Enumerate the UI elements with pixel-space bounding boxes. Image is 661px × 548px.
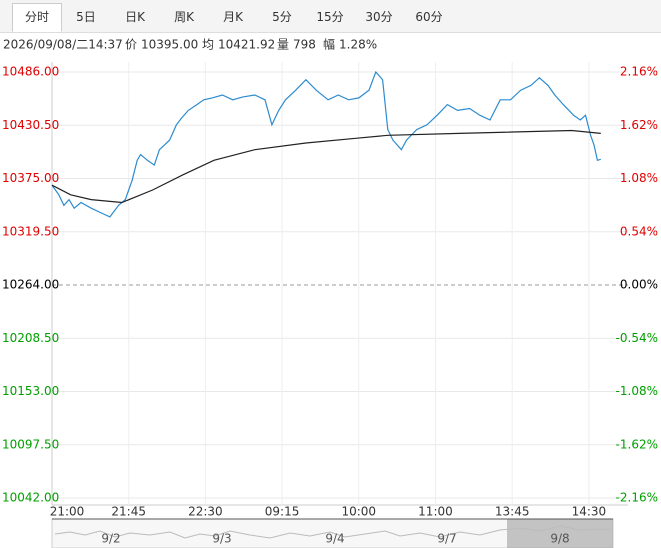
x-tick-label: 13:45 [495,505,530,519]
x-tick-label: 11:00 [418,505,453,519]
price-label: 价 [125,38,137,52]
navigator-date: 9/4 [325,532,344,546]
range: 1.28% [339,38,377,52]
y-tick-label: 10375.00 [2,171,59,185]
y-tick-label: 10097.50 [2,437,59,451]
y-tick-label: 10319.50 [2,224,59,238]
tab[interactable]: 5日 [76,10,96,24]
x-tick-label: 14:30 [572,505,607,519]
y-tick-label: 10042.00 [2,491,59,505]
y2-tick-label: 0.54% [620,224,658,238]
y-tick-label: 10486.00 [2,65,59,79]
info-line: 2026/09/08/二14:37 价 10395.00 均 10421.92 … [3,37,377,52]
navigator-frame [51,518,614,548]
x-tick-label: 10:00 [341,505,376,519]
tab[interactable]: 日K [125,10,145,24]
tab[interactable]: 周K [174,10,194,24]
navigator-date: 9/2 [101,532,120,546]
avg-label: 均 [202,38,214,52]
tab-bar: 分时 5日 日K 周K 月K 5分 15分 30分 60分 [0,0,661,33]
tab[interactable]: 月K [223,10,243,24]
y2-tick-label: 0.00% [620,278,658,292]
avg: 10421.92 [218,38,275,52]
y2-tick-label: -2.16% [616,491,658,505]
price-line [51,70,601,218]
volume-label: 量 [277,38,289,52]
y-tick-label: 10208.50 [2,331,59,345]
y2-tick-label: 1.62% [620,118,658,132]
navigator-date: 9/8 [550,532,569,546]
tab[interactable]: 60分 [415,10,443,24]
navigator: 9/2 9/3 9/4 9/7 9/8 [51,518,614,548]
y2-tick-label: -1.08% [616,384,658,398]
tab[interactable]: 30分 [365,10,393,24]
y-tick-label: 10430.50 [2,118,59,132]
x-tick-label: 21:45 [111,505,146,519]
average-line [51,129,601,204]
price: 10395.00 [141,38,198,52]
datetime: 2026/09/08/二14:37 [3,38,123,52]
y2-tick-label: -1.62% [616,437,658,451]
y2-tick-label: 1.08% [620,171,658,185]
tab[interactable]: 15分 [316,10,344,24]
x-tick-label: 21:00 [50,505,85,519]
y2-tick-label: 2.16% [620,65,658,79]
y2-tick-label: -0.54% [616,331,658,345]
y-tick-label: 10264.00 [2,278,59,292]
navigator-window [507,519,613,548]
x-tick-label: 22:30 [188,505,223,519]
y-tick-label: 10153.00 [2,384,59,398]
navigator-line [54,525,611,539]
navigator-date: 9/7 [437,532,456,546]
tab[interactable]: 分时 [12,3,62,32]
navigator-date: 9/3 [212,532,231,546]
volume: 798 [293,38,316,52]
range-label: 幅 [323,37,335,52]
x-tick-label: 09:15 [265,505,300,519]
tab[interactable]: 5分 [272,10,292,24]
